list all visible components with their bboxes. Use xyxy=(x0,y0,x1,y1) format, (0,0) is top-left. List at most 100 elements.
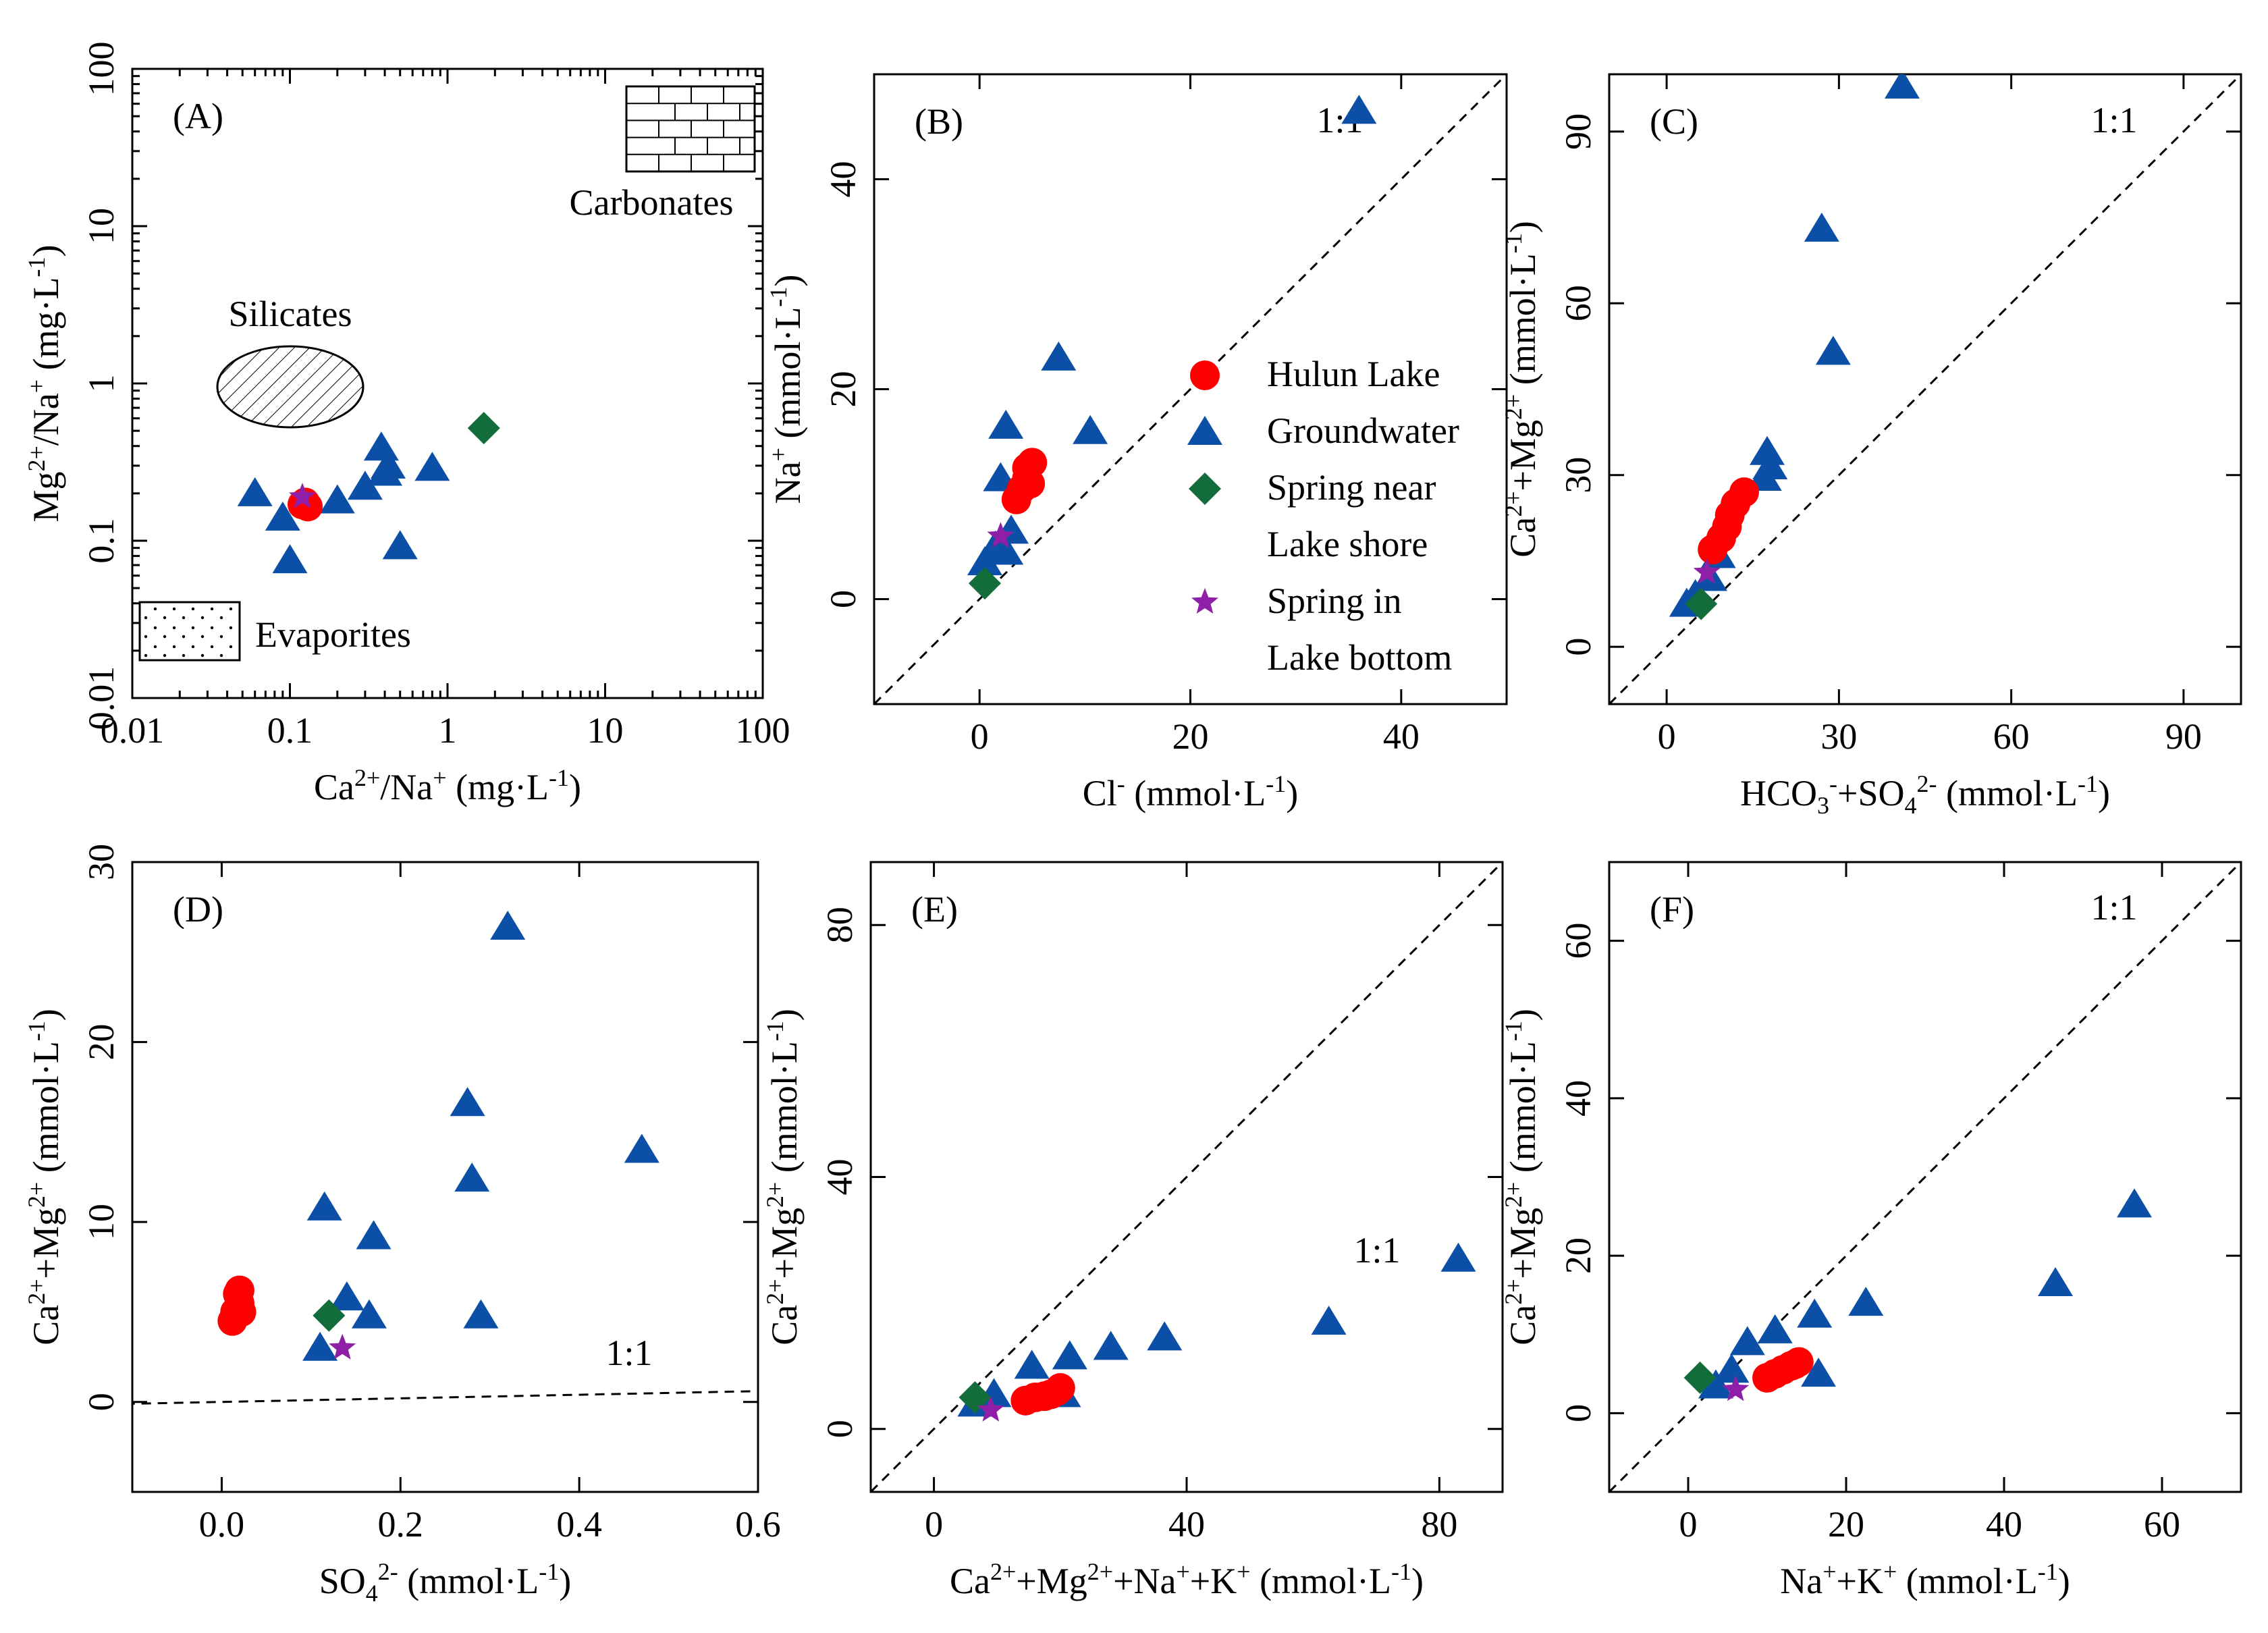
groundwater-point xyxy=(624,1133,659,1163)
spring-bottom-point xyxy=(1722,1375,1750,1401)
y-axis-label: Ca2++Mg2+ (mmol·L-1) xyxy=(1500,221,1543,558)
x-tick-label: 40 xyxy=(1168,1504,1205,1545)
spring-shore-point xyxy=(968,567,1001,600)
data-points xyxy=(957,1242,1476,1422)
x-axis-label: Cl- (mmol·L-1) xyxy=(1083,770,1298,813)
y-tick-label: 10 xyxy=(81,1204,122,1240)
y-tick-label: 100 xyxy=(81,42,122,97)
legend-label: Groundwater xyxy=(1267,410,1459,451)
chart-panel: 0 40 80 0 40 80 Ca2++Mg2++Na++K+ (mmol·L-1) Ca2… xyxy=(761,861,1504,1601)
legend: Hulun Lake Groundwater Spring near Lake sho… xyxy=(1187,354,1459,678)
y-tick-label: 0 xyxy=(823,590,863,608)
hulun-lake-point xyxy=(1729,477,1759,508)
x-tick-label: 90 xyxy=(2165,716,2202,757)
silicates-label: Silicates xyxy=(229,294,352,334)
x-tick-label: 0 xyxy=(971,716,989,757)
groundwater-point xyxy=(1848,1287,1884,1316)
x-tick-label: 0.1 xyxy=(267,710,313,751)
y-tick-label: 0 xyxy=(1558,1404,1598,1422)
groundwater-point xyxy=(1698,1369,1733,1399)
legend-hulun-lake-marker xyxy=(1190,360,1220,390)
groundwater-point xyxy=(272,544,308,574)
x-axis-label: Na++K+ (mmol·L-1) xyxy=(1780,1558,2070,1601)
data-points xyxy=(967,95,1377,600)
chart-panel: 0 30 60 90 0 30 60 90 HCO3-+SO42- (mmol·L-1) Ca2+… xyxy=(1500,73,2242,819)
groundwater-point xyxy=(414,452,450,481)
x-axis-label: SO42- (mmol·L-1) xyxy=(319,1558,571,1607)
y-tick-label: 30 xyxy=(81,844,122,880)
x-tick-label: 60 xyxy=(1993,716,2030,757)
y-tick-label: 1 xyxy=(81,375,122,393)
panel-label: (C) xyxy=(1650,101,1698,142)
panel-label: (D) xyxy=(173,889,223,930)
groundwater-point xyxy=(356,1220,392,1250)
groundwater-point xyxy=(1093,1331,1129,1360)
x-axis-label: Ca2+/Na+ (mg·L-1) xyxy=(314,764,581,807)
groundwater-point xyxy=(2038,1266,2074,1296)
plot-frame xyxy=(1608,73,2242,705)
data-points xyxy=(217,910,659,1361)
y-tick-label: 0 xyxy=(819,1420,860,1438)
groundwater-point xyxy=(988,409,1024,439)
panel-label: (E) xyxy=(911,889,958,930)
spring-shore-point xyxy=(1683,1361,1717,1394)
spring-bottom-point xyxy=(977,1395,1004,1422)
spring-bottom-point xyxy=(1693,558,1721,584)
legend-label: Hulun Lake xyxy=(1267,354,1440,394)
x-tick-label: 40 xyxy=(1986,1504,2022,1545)
x-tick-label: 10 xyxy=(587,710,624,751)
groundwater-point xyxy=(1815,336,1851,365)
spring-bottom-point xyxy=(289,483,316,508)
groundwater-point xyxy=(1884,74,1920,99)
x-tick-label: 1 xyxy=(439,710,457,751)
one-to-one-label: 1:1 xyxy=(2090,887,2137,928)
groundwater-point xyxy=(371,449,406,479)
y-axis-label: Mg2+/Na+ (mg·L-1) xyxy=(23,244,66,522)
y-tick-label: 60 xyxy=(1558,923,1598,959)
groundwater-point xyxy=(363,431,399,461)
groundwater-point xyxy=(1801,1358,1837,1387)
hulun-lake-point xyxy=(1783,1347,1814,1377)
groundwater-point xyxy=(2117,1188,2153,1218)
hulun-lake-point xyxy=(1045,1373,1075,1403)
chart-panel: 0.01 0.1 1 10 100 0.01 0.1 1 10 100 Ca2+/Na+ (mg·L… xyxy=(23,42,790,808)
groundwater-point xyxy=(450,1087,485,1117)
chart-panel: 0.0 0.2 0.4 0.6 0 10 20 30 SO42- (mmol·L-1) Ca2++… xyxy=(23,844,781,1607)
groundwater-point xyxy=(1757,1314,1793,1343)
groundwater-point xyxy=(237,477,273,506)
chart-panel: 0 20 40 60 0 20 40 60 Na++K+ (mmol·L-1) Ca2++Mg2+… xyxy=(1500,861,2242,1601)
y-tick-label: 40 xyxy=(1558,1080,1598,1117)
y-axis-label: Na+ (mmol·L-1) xyxy=(765,275,808,504)
x-axis-label: HCO3-+SO42- (mmol·L-1) xyxy=(1740,770,2110,819)
one-to-one-line xyxy=(132,1390,758,1405)
groundwater-point xyxy=(302,1331,338,1361)
groundwater-point xyxy=(1147,1321,1183,1351)
y-tick-label: 40 xyxy=(823,161,863,198)
legend-label: Spring in xyxy=(1267,581,1402,621)
x-tick-label: 20 xyxy=(1828,1504,1864,1545)
groundwater-point xyxy=(306,1191,342,1221)
groundwater-point xyxy=(319,484,355,514)
spring-shore-point xyxy=(313,1299,346,1332)
spring-shore-point xyxy=(1685,587,1718,620)
y-tick-label: 80 xyxy=(819,907,860,943)
groundwater-point xyxy=(967,546,1002,576)
legend-spring-shore-marker xyxy=(1189,473,1221,505)
groundwater-point xyxy=(454,1162,490,1192)
groundwater-point xyxy=(1052,1340,1087,1370)
x-tick-label: 0 xyxy=(925,1504,943,1545)
groundwater-point xyxy=(1073,414,1108,444)
groundwater-point xyxy=(1440,1242,1476,1272)
x-tick-label: 0.6 xyxy=(735,1504,781,1545)
x-tick-label: 20 xyxy=(1172,716,1209,757)
plot-frame xyxy=(131,861,759,1493)
one-to-one-line xyxy=(1609,74,2241,704)
spring-bottom-point xyxy=(987,522,1015,548)
y-tick-label: 20 xyxy=(81,1024,122,1061)
one-to-one-label: 1:1 xyxy=(2090,100,2137,140)
x-axis-label: Ca2++Mg2++Na++K+ (mmol·L-1) xyxy=(950,1558,1424,1601)
groundwater-point xyxy=(1014,1349,1050,1379)
x-tick-label: 80 xyxy=(1421,1504,1457,1545)
panel-label: (A) xyxy=(173,96,223,136)
